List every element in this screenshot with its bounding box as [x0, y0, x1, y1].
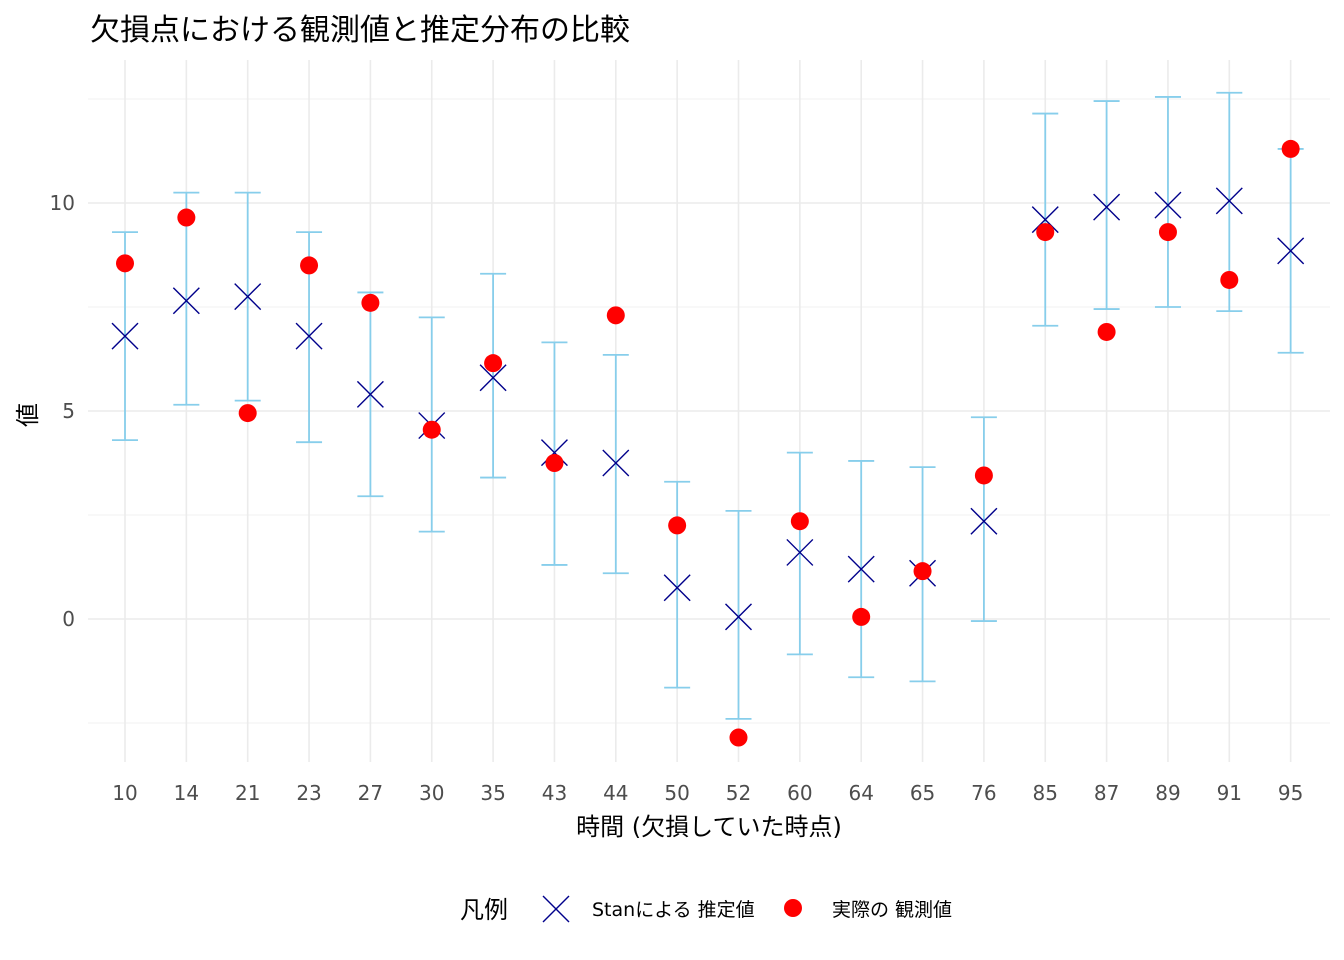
- observed-point: [606, 306, 625, 325]
- error-bar: [1093, 100, 1120, 310]
- observed-point: [913, 562, 932, 581]
- x-tick-label: 65: [910, 781, 935, 805]
- x-tick-label: 27: [358, 781, 383, 805]
- estimate-point: [970, 507, 998, 535]
- observed-point: [790, 512, 809, 531]
- y-tick-label: 0: [62, 607, 75, 631]
- error-bar: [173, 191, 200, 406]
- x-tick-label: 14: [174, 781, 199, 805]
- x-tick-label: 50: [664, 781, 689, 805]
- x-tick-label: 89: [1155, 781, 1180, 805]
- observed-point: [852, 607, 871, 626]
- x-tick-label: 23: [296, 781, 321, 805]
- estimate-point: [1154, 191, 1182, 219]
- estimate-point: [234, 283, 262, 311]
- estimate-point: [663, 574, 691, 602]
- estimate-point: [172, 287, 200, 315]
- observed-point: [422, 420, 441, 439]
- estimate-point: [725, 603, 752, 631]
- legend-label-estimate: Stanによる 推定値: [592, 899, 755, 921]
- observed-point: [1036, 223, 1055, 242]
- error-bar: [970, 416, 997, 622]
- x-axis-title: 時間 (欠損していた時点): [576, 813, 842, 841]
- observed-point: [177, 208, 196, 227]
- estimate-point: [847, 555, 875, 583]
- estimate-point: [1093, 193, 1121, 221]
- x-tick-label: 95: [1278, 781, 1303, 805]
- estimate-point: [479, 364, 507, 392]
- observed-point: [668, 516, 687, 535]
- x-tick-label: 87: [1094, 781, 1119, 805]
- observed-point: [1097, 322, 1116, 341]
- estimate-point: [602, 449, 630, 477]
- x-tick-label: 35: [480, 781, 505, 805]
- observed-point: [484, 354, 503, 373]
- estimate-point: [1277, 237, 1305, 265]
- observed-point: [1281, 139, 1300, 158]
- estimate-point: [786, 538, 814, 566]
- chart-title: 欠損点における観測値と推定分布の比較: [90, 13, 630, 48]
- grid: [88, 60, 1330, 762]
- y-tick-label: 5: [62, 399, 75, 423]
- estimate-point: [356, 380, 384, 408]
- estimate-point: [111, 322, 139, 350]
- error-bar: [1154, 96, 1181, 308]
- observed-point: [1220, 270, 1239, 289]
- observed-point: [545, 454, 564, 472]
- y-tick-labels: 0 5 10: [50, 191, 75, 631]
- x-tick-label: 76: [971, 781, 996, 805]
- x-tick-label: 21: [235, 781, 260, 805]
- observed-point: [361, 293, 380, 312]
- error-bar: [480, 272, 507, 479]
- legend-key-estimate: [542, 895, 570, 923]
- legend-title: 凡例: [460, 896, 508, 924]
- x-tick-label: 30: [419, 781, 444, 805]
- observed-point: [300, 256, 319, 275]
- y-axis-title: 値: [14, 403, 42, 427]
- observed-point: [116, 254, 134, 273]
- legend: 凡例 Stanによる 推定値 実際の 観測値: [460, 895, 952, 924]
- error-bar: [786, 451, 813, 656]
- legend-key-observed: [784, 899, 802, 917]
- x-tick-label: 44: [603, 781, 628, 805]
- y-tick-label: 10: [50, 191, 75, 215]
- error-bars: [112, 91, 1304, 720]
- observed-points: [116, 139, 1300, 747]
- x-tick-label: 85: [1033, 781, 1058, 805]
- error-bar: [725, 509, 752, 720]
- error-bar: [602, 353, 629, 575]
- x-tick-labels: 10 14 21 23 27 30 35 43 44 50 52 60 64 65 76 85 87 89 91 95: [112, 781, 1303, 805]
- estimate-point: [1031, 206, 1059, 234]
- x-tick-label: 91: [1217, 781, 1242, 805]
- legend-label-observed: 実際の 観測値: [832, 899, 952, 921]
- observed-point: [238, 404, 257, 423]
- error-bar: [664, 480, 691, 689]
- error-bar: [541, 341, 568, 566]
- estimate-points: [111, 187, 1305, 631]
- x-tick-label: 10: [112, 781, 137, 805]
- x-tick-label: 43: [542, 781, 567, 805]
- observed-point: [729, 728, 748, 747]
- x-tick-label: 64: [848, 781, 873, 805]
- observed-point: [1158, 223, 1177, 242]
- estimate-point: [1215, 187, 1243, 215]
- estimate-point: [295, 322, 323, 350]
- x-tick-label: 52: [726, 781, 751, 805]
- observed-point: [974, 466, 993, 485]
- x-tick-label: 60: [787, 781, 812, 805]
